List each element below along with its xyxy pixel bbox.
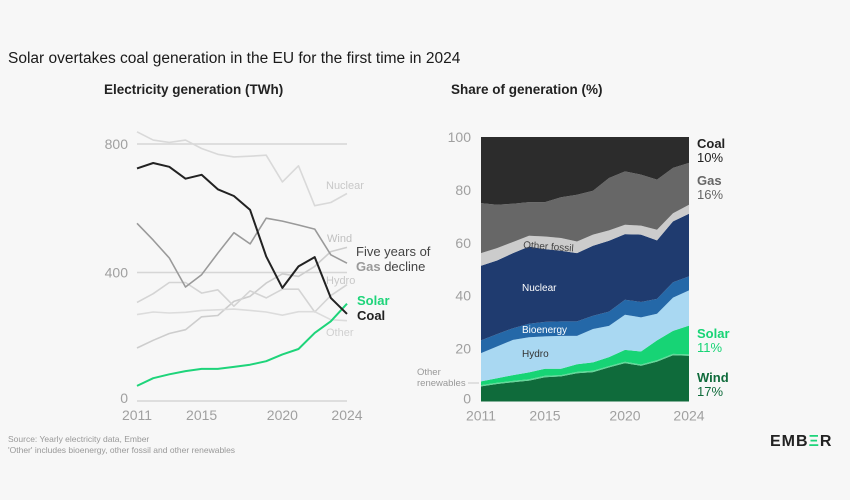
share-label-gas: Gas [697, 173, 722, 188]
share-x-tick-2015: 2015 [529, 408, 560, 424]
label-wind: Wind [327, 233, 352, 245]
share-label-coal: Coal [697, 136, 725, 151]
area-hydro [481, 290, 689, 382]
y-tick-0: 0 [120, 390, 128, 406]
area-wind [481, 355, 689, 402]
x-tick-2011: 2011 [122, 407, 152, 423]
label-solar: Solar [357, 293, 390, 308]
y-tick-400: 400 [105, 265, 129, 281]
share-x-tick-2024: 2024 [673, 408, 704, 424]
area-solar [481, 325, 689, 386]
x-tick-2020: 2020 [267, 407, 298, 423]
x-tick-2024: 2024 [331, 407, 362, 423]
annotation-rest: decline [381, 259, 426, 274]
share-value-coal: 10% [697, 150, 723, 165]
share-value-wind: 17% [697, 384, 723, 399]
area-gas [481, 162, 689, 254]
x-tick-2015: 2015 [186, 407, 217, 423]
inline-label-other-renewables-2: renewables [417, 378, 466, 389]
inline-label-bioenergy: Bioenergy [522, 325, 567, 336]
share-y-tick-60: 60 [455, 235, 471, 251]
label-hydro: Hydro [326, 275, 355, 287]
share-y-tick-40: 40 [455, 288, 471, 304]
annotation-line2: Gas decline [356, 259, 425, 274]
label-nuclear: Nuclear [326, 180, 364, 192]
inline-label-hydro: Hydro [522, 349, 549, 360]
line-coal [136, 162, 348, 315]
area-bioenergy [481, 276, 689, 354]
inline-label-nuclear: Nuclear [522, 283, 557, 294]
left-chart-title: Electricity generation (TWh) [104, 82, 284, 97]
line-other [136, 308, 348, 322]
line-hydro [136, 281, 348, 313]
share-value-solar: 11% [697, 340, 722, 355]
inline-label-other-renewables-1: Other [417, 367, 441, 378]
share-y-tick-20: 20 [455, 341, 471, 357]
other-note: 'Other' includes bioenergy, other fossil… [8, 445, 236, 455]
share-y-tick-80: 80 [455, 182, 471, 198]
share-y-tick-100: 100 [448, 129, 472, 145]
source-note: Source: Yearly electricity data, Ember [8, 434, 150, 444]
share-y-tick-0: 0 [463, 391, 471, 407]
line-nuclear [136, 131, 348, 207]
area-other-fossil [481, 204, 689, 266]
line-solar [136, 303, 348, 387]
area-other-renewables [481, 353, 689, 387]
share-label-solar: Solar [697, 326, 730, 341]
ember-logo: EMBΞR [770, 433, 833, 450]
share-x-tick-2011: 2011 [466, 408, 496, 424]
inline-label-other-fossil: Other fossil [523, 240, 574, 255]
share-value-gas: 16% [697, 187, 723, 202]
line-gas [136, 217, 348, 288]
share-label-wind: Wind [697, 370, 729, 385]
annotation-line1: Five years of [356, 244, 431, 259]
share-x-tick-2020: 2020 [609, 408, 640, 424]
area-nuclear [481, 213, 689, 341]
label-coal: Coal [357, 308, 385, 323]
y-tick-800: 800 [105, 136, 129, 152]
annotation-gas: Gas [356, 259, 381, 274]
area-coal [481, 137, 689, 205]
right-chart-title: Share of generation (%) [451, 82, 603, 97]
chart-title: Solar overtakes coal generation in the E… [8, 50, 461, 67]
label-other: Other [326, 327, 354, 339]
